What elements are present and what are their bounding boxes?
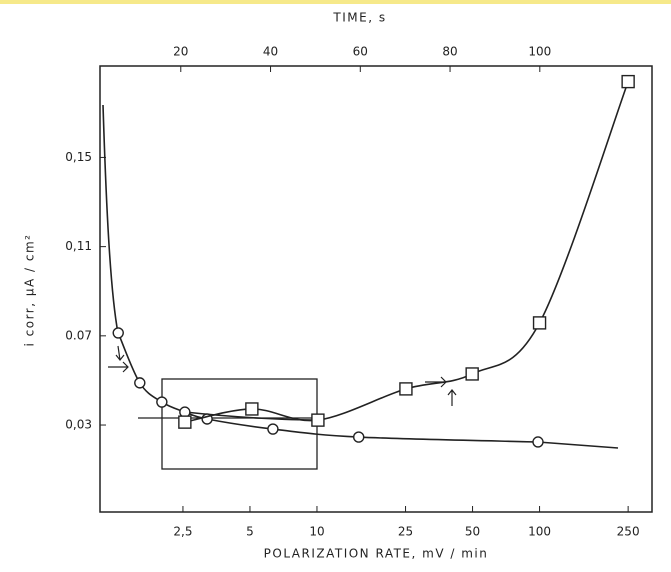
x-tick-label: 100: [528, 525, 551, 539]
square-marker: [311, 413, 325, 427]
y-tick-label: 0,15: [65, 150, 92, 164]
y-tick-label: 0,11: [65, 239, 92, 253]
x-tick-label: 50: [465, 525, 480, 539]
square-marker: [532, 316, 547, 330]
plot-frame: [99, 65, 653, 513]
x2-tick-label: 100: [528, 45, 551, 59]
x2-axis-title: TIME, s: [332, 11, 386, 25]
x-tick-label: 25: [398, 525, 413, 539]
top-edge: [0, 0, 671, 4]
arrow: [447, 389, 457, 406]
x-tick-label: 10: [309, 525, 324, 539]
circle-marker: [156, 396, 168, 408]
square-marker: [245, 402, 259, 416]
curve-extension: [102, 104, 119, 334]
circle-marker: [353, 431, 365, 443]
y-tick-label: 0.07: [65, 328, 92, 342]
x2-tick-label: 20: [173, 45, 188, 59]
x2-tick-label: 80: [442, 45, 457, 59]
square-marker: [621, 74, 635, 89]
square-marker: [465, 367, 479, 381]
y-axis-title: i corr, μA / cm²: [23, 234, 37, 347]
curve-tail: [537, 441, 619, 449]
x-axis-title: POLARIZATION RATE, mV / min: [264, 547, 489, 561]
fit-line: [184, 81, 629, 423]
arrow: [115, 345, 125, 361]
arrow: [108, 361, 129, 373]
y-tick-label: 0,03: [65, 418, 92, 432]
circle-marker: [267, 423, 279, 435]
x-tick-label: 250: [617, 525, 640, 539]
square-marker: [399, 382, 413, 396]
x2-tick-label: 60: [353, 45, 368, 59]
x-tick-label: 2,5: [173, 525, 192, 539]
circle-marker: [134, 377, 146, 389]
x-tick-label: 5: [246, 525, 254, 539]
circle-marker: [532, 436, 544, 448]
circle-marker: [112, 327, 124, 339]
square-marker: [178, 415, 192, 429]
x2-tick-label: 40: [263, 45, 278, 59]
